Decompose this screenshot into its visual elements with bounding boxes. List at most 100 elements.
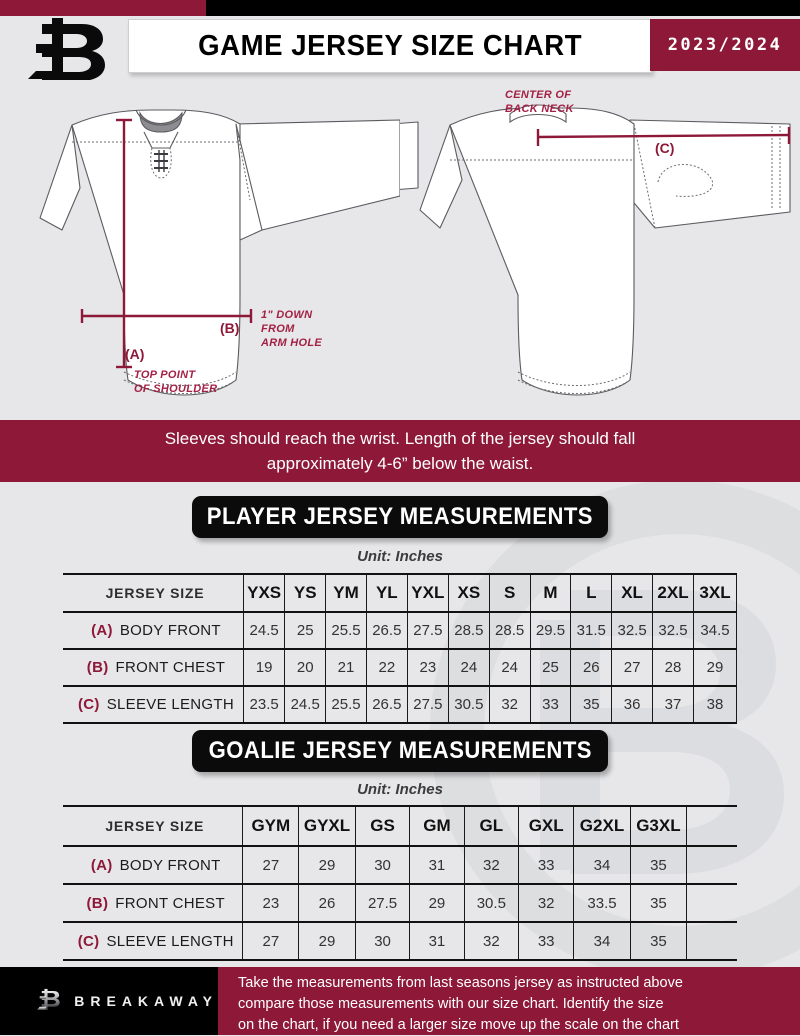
table-row: (A) BODY FRONT 24.5 25 25.5 26.5 27.5 28.… (63, 612, 737, 649)
table-row: (C) SLEEVE LENGTH 27 29 30 31 32 33 34 35 (63, 922, 737, 960)
page-footer: BREAKAWAY Take the measurements from las… (0, 967, 800, 1035)
player-cell-0-11: 34.5 (693, 612, 737, 649)
note-line-2: approximately 4-6” below the waist. (266, 454, 534, 473)
goalie-cell-2-2: 30 (354, 922, 411, 960)
top-accent-bar (0, 0, 800, 16)
jersey-diagrams: (A) TOP POINT OF SHOULDER (B) 1" DOWN FR… (0, 80, 800, 418)
player-cell-0-8: 31.5 (570, 612, 613, 649)
player-cell-2-8: 35 (570, 686, 613, 723)
goalie-size-header-1: GYXL (298, 806, 356, 846)
goalie-size-header-2: GS (354, 806, 411, 846)
player-cell-0-7: 29.5 (529, 612, 572, 649)
player-cell-0-3: 26.5 (365, 612, 408, 649)
player-row-tag-0: (A) (91, 622, 113, 639)
player-cell-0-0: 24.5 (242, 612, 286, 649)
jersey-back-illustration (400, 104, 791, 396)
sleeve-length-note: Sleeves should reach the wrist. Length o… (165, 426, 636, 476)
goalie-cell-1-8 (686, 884, 737, 922)
goalie-cell-2-8 (686, 922, 737, 960)
goalie-size-header-4: GL (463, 806, 520, 846)
goalie-cell-1-3: 29 (409, 884, 465, 922)
player-row-tag-2: (C) (77, 696, 100, 713)
player-section-heading-label: PLAYER JERSEY MEASUREMENTS (206, 503, 594, 530)
table-row: (A) BODY FRONT 27 29 30 31 32 33 34 35 (63, 846, 737, 884)
goalie-cell-0-0: 27 (242, 846, 300, 884)
player-cell-1-11: 29 (693, 649, 737, 686)
goalie-size-header-6: G2XL (573, 806, 631, 846)
player-size-header-7: M (529, 574, 572, 612)
player-cell-1-0: 19 (242, 649, 286, 686)
goalie-row-tag-0: (A) (90, 856, 113, 874)
goalie-row-tag-1: (B) (86, 894, 109, 912)
player-size-label-header: JERSEY SIZE (63, 574, 244, 612)
table-row: (C) SLEEVE LENGTH 23.5 24.5 25.5 26.5 27.… (63, 686, 737, 723)
goalie-cell-0-1: 29 (298, 846, 356, 884)
goalie-cell-1-5: 32 (518, 884, 575, 922)
goalie-cell-2-7: 35 (629, 922, 688, 960)
goalie-row-name-2: SLEEVE LENGTH (106, 932, 234, 950)
goalie-cell-2-3: 31 (409, 922, 465, 960)
player-cell-0-10: 32.5 (651, 612, 695, 649)
goalie-size-header-0: GYM (242, 806, 300, 846)
player-cell-2-3: 26.5 (365, 686, 408, 723)
player-cell-2-4: 27.5 (406, 686, 449, 723)
player-cell-1-8: 26 (570, 649, 613, 686)
goalie-section-heading: GOALIE JERSEY MEASUREMENTS (192, 730, 608, 772)
goalie-cell-1-4: 30.5 (463, 884, 520, 922)
note-line-1: Sleeves should reach the wrist. Length o… (164, 429, 636, 448)
goalie-cell-2-1: 29 (298, 922, 356, 960)
player-cell-2-10: 37 (651, 686, 695, 723)
player-row-label-0: (A) BODY FRONT (63, 612, 244, 649)
player-cell-1-6: 24 (488, 649, 531, 686)
player-cell-0-2: 25.5 (325, 612, 367, 649)
goalie-row-name-1: FRONT CHEST (115, 894, 225, 912)
front-measure-a-note-line2: OF SHOULDER (134, 383, 218, 395)
goalie-cell-0-3: 31 (409, 846, 465, 884)
top-bar-maroon-segment (0, 0, 206, 16)
footer-note-line-3: on the chart, if you need a larger size … (238, 1017, 679, 1033)
player-cell-1-4: 23 (406, 649, 449, 686)
player-size-header-0: YXS (242, 574, 286, 612)
front-measure-a-letter: (A) (125, 346, 145, 362)
top-bar-black-segment (206, 0, 800, 16)
footer-instructions: Take the measurements from last seasons … (218, 967, 800, 1035)
title-banner: GAME JERSEY SIZE CHART (128, 19, 652, 73)
player-row-name-0: BODY FRONT (119, 622, 221, 639)
player-cell-2-11: 38 (693, 686, 737, 723)
goalie-cell-1-1: 26 (298, 884, 356, 922)
goalie-cell-0-4: 32 (463, 846, 520, 884)
front-measure-b-note-line3: ARM HOLE (261, 337, 323, 349)
front-measure-b-note-line2: FROM (261, 323, 295, 335)
player-cell-1-2: 21 (325, 649, 367, 686)
player-cell-1-7: 25 (529, 649, 572, 686)
footer-note-line-1: Take the measurements from last seasons … (238, 975, 683, 991)
player-size-header-5: XS (447, 574, 490, 612)
sleeve-length-note-banner: Sleeves should reach the wrist. Length o… (0, 420, 800, 482)
goalie-cell-0-2: 30 (354, 846, 411, 884)
goalie-row-tag-2: (C) (77, 932, 100, 950)
player-cell-2-7: 33 (529, 686, 572, 723)
player-row-name-1: FRONT CHEST (115, 659, 226, 676)
player-row-tag-1: (B) (86, 659, 109, 676)
goalie-cell-1-6: 33.5 (573, 884, 631, 922)
goalie-cell-2-6: 34 (573, 922, 631, 960)
player-cell-0-9: 32.5 (611, 612, 653, 649)
page-header: GAME JERSEY SIZE CHART 2023/2024 (0, 16, 800, 81)
goalie-cell-0-7: 35 (629, 846, 688, 884)
back-measure-c-letter: (C) (655, 140, 675, 156)
goalie-cell-0-5: 33 (518, 846, 575, 884)
breakaway-b-logo-icon (37, 988, 60, 1010)
goalie-cell-2-0: 27 (242, 922, 300, 960)
goalie-cell-1-2: 27.5 (354, 884, 411, 922)
goalie-row-name-0: BODY FRONT (119, 856, 221, 874)
goalie-size-label-header: JERSEY SIZE (63, 806, 244, 846)
player-section-heading: PLAYER JERSEY MEASUREMENTS (192, 496, 608, 538)
player-cell-2-0: 23.5 (242, 686, 286, 723)
player-size-header-4: YXL (406, 574, 449, 612)
footer-brand-name: BREAKAWAY (74, 993, 218, 1009)
player-cell-0-6: 28.5 (488, 612, 531, 649)
goalie-cell-2-5: 33 (518, 922, 575, 960)
goalie-row-label-0: (A) BODY FRONT (63, 846, 244, 884)
back-neck-note-line1: CENTER OF (505, 89, 572, 101)
player-cell-1-5: 24 (447, 649, 490, 686)
